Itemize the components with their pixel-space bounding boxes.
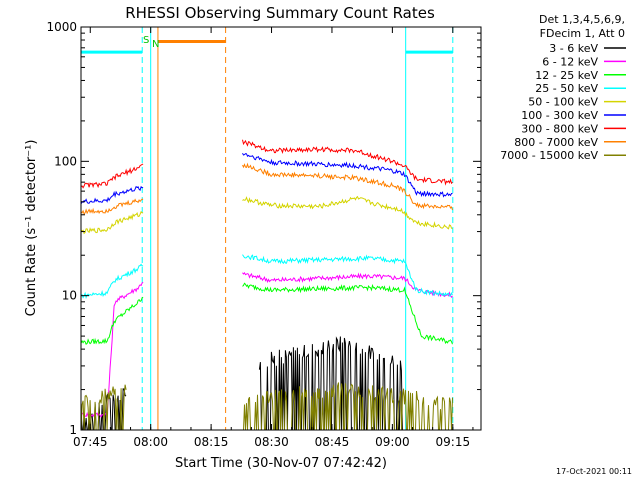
series-100-300-kev-line: [242, 153, 453, 198]
y-tick-label: 100: [54, 154, 77, 168]
y-tick-label: 1000: [46, 20, 77, 34]
series-12-25-kev-line: [242, 282, 453, 345]
series-800-7000-kev-line: [80, 198, 144, 215]
legend-label: 12 - 25 keV: [535, 69, 598, 82]
x-tick-label: 09:00: [375, 435, 410, 449]
series-800-7000-kev-line: [242, 162, 453, 211]
series-50-100-kev-line: [242, 195, 453, 230]
x-axis-label: Start Time (30-Nov-07 07:42:42): [175, 456, 387, 471]
legend-header-2: FDecim 1, Att 0: [540, 27, 625, 40]
legend-header-1: Det 1,3,4,5,6,9,: [539, 13, 625, 26]
series-25-50-kev-line: [242, 254, 453, 297]
series-25-50-kev-line: [80, 263, 144, 300]
series-6-12-kev-line: [80, 281, 144, 419]
series-25-50-kev: [80, 254, 453, 300]
timestamp: 17-Oct-2021 00:11: [556, 467, 632, 476]
x-tick-label: 08:45: [315, 435, 350, 449]
chart-title: RHESSI Observing Summary Count Rates: [125, 4, 435, 22]
x-tick-label: 08:15: [194, 435, 229, 449]
series-100-300-kev: [80, 153, 453, 205]
x-tick-label: 09:15: [436, 435, 471, 449]
series-300-800-kev-line: [80, 163, 144, 189]
series-50-100-kev-line: [80, 210, 144, 235]
legend-label: 7000 - 15000 keV: [500, 149, 598, 162]
y-tick-label: 1: [69, 423, 77, 437]
series-100-300-kev-line: [80, 185, 144, 205]
legend-label: 300 - 800 keV: [521, 122, 598, 135]
x-tick-label: 07:45: [73, 435, 108, 449]
y-tick-label: 10: [62, 289, 77, 303]
legend-label: 3 - 6 keV: [549, 42, 598, 55]
series-300-800-kev: [80, 139, 453, 189]
series-300-800-kev-line: [242, 139, 453, 186]
series-6-12-kev-line: [242, 272, 453, 299]
legend-label: 800 - 7000 keV: [514, 136, 598, 149]
x-tick-label: 08:30: [254, 435, 289, 449]
flag-label: N: [152, 39, 159, 50]
series-12-25-kev-line: [80, 296, 144, 345]
y-axis-label: Count Rate (s⁻¹ detector⁻¹): [24, 140, 39, 317]
legend-label: 50 - 100 keV: [528, 96, 598, 109]
flag-label: S: [143, 35, 149, 46]
legend-label: 100 - 300 keV: [521, 109, 598, 122]
x-tick-label: 08:00: [133, 435, 168, 449]
plot-frame: [80, 26, 482, 431]
series-800-7000-kev: [80, 162, 453, 215]
legend-label: 25 - 50 keV: [535, 82, 598, 95]
legend-label: 6 - 12 keV: [542, 55, 598, 68]
series-50-100-kev: [80, 195, 453, 235]
series-12-25-kev: [80, 282, 453, 345]
